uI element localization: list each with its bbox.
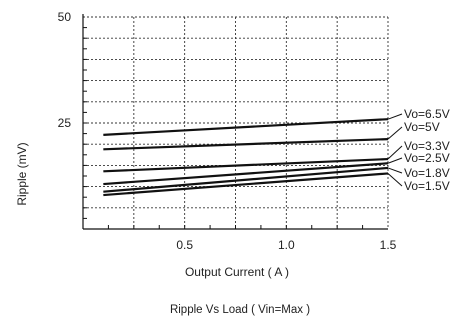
y-axis-label: Ripple (mV) (15, 142, 29, 205)
series-line (103, 162, 389, 186)
series-label: Vo=1.5V (404, 179, 450, 193)
series-leader-line (387, 126, 403, 140)
series-line (103, 138, 389, 151)
ticks: 25 50 0.5 1.0 1.5 (58, 10, 397, 252)
series-label: Vo=3.3V (404, 139, 450, 153)
axes (82, 14, 388, 230)
series-leader-line (387, 173, 403, 187)
series-label: Vo=5V (404, 120, 440, 134)
series-leader-line (387, 113, 403, 120)
x-tick-label: 1.5 (380, 238, 397, 252)
series-leader-line (387, 167, 403, 174)
series-label: Vo=1.8V (404, 166, 450, 180)
x-tick-label: 1.0 (278, 238, 295, 252)
x-axis-label: Output Current ( A ) (185, 265, 289, 279)
series-line (103, 172, 389, 197)
series-leader-line (387, 157, 403, 164)
series-label: Vo=6.5V (404, 107, 450, 121)
x-tick-label: 0.5 (176, 238, 193, 252)
series-line (103, 118, 389, 136)
series-leader-line (387, 145, 403, 160)
series-lines (103, 118, 389, 197)
chart-caption: Ripple Vs Load ( Vin=Max ) (170, 304, 310, 316)
series-line (103, 157, 389, 173)
grid (83, 16, 389, 229)
y-tick-label: 25 (58, 116, 72, 130)
series-label: Vo=2.5V (404, 151, 450, 165)
series-line (103, 166, 389, 193)
y-tick-label: 50 (58, 10, 72, 24)
